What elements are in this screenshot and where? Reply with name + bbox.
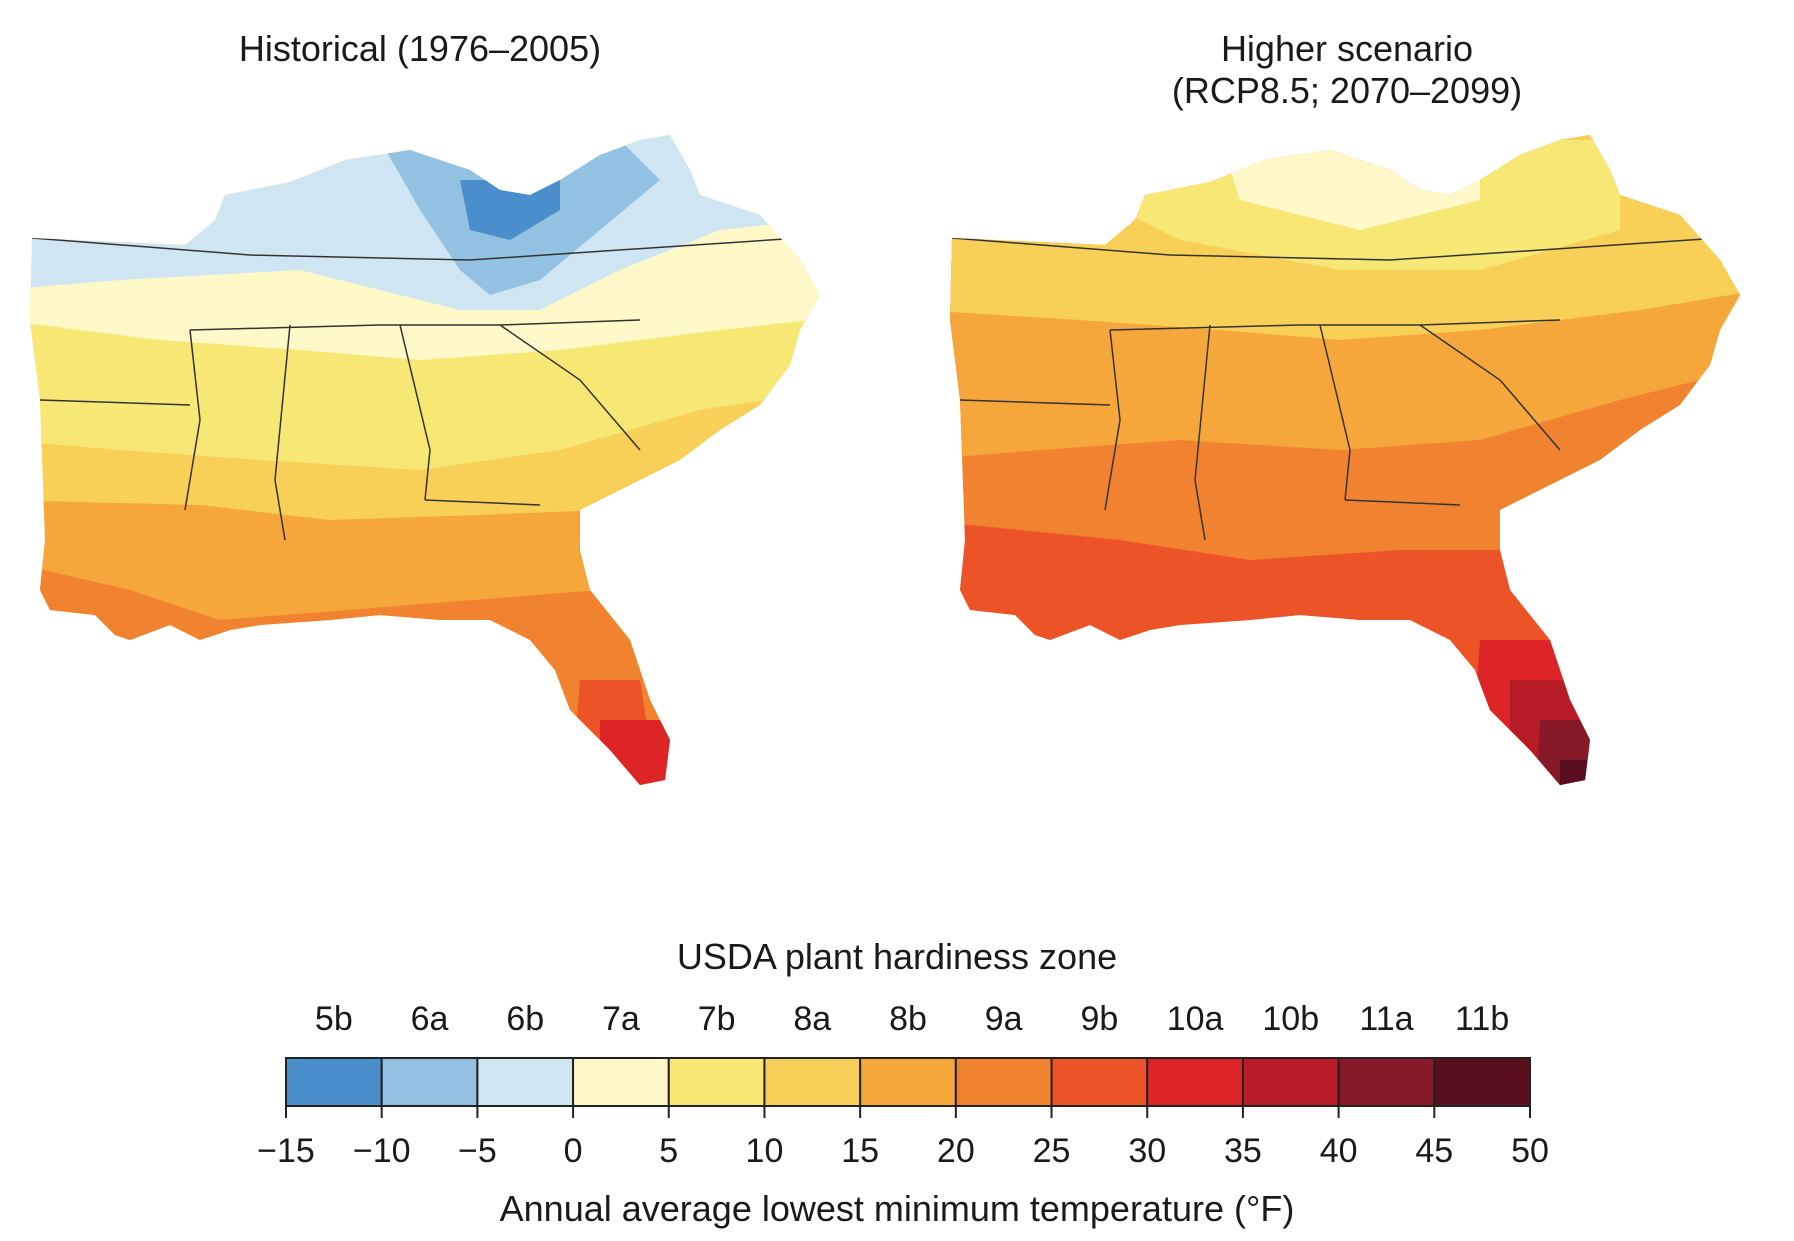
historical-hardiness-map [30,135,820,785]
temperature-tick-label: 35 [1224,1132,1262,1170]
hardiness-zone-legend: 5b 6a 6b 7a 7b 8a 8b 9a 9b 10a 10b 11a 11b −15 −10 −5 0 5… [257,1000,1549,1170]
zone-swatch-11b [1433,1057,1532,1107]
zone-swatch-8b [859,1057,957,1107]
zone-swatch-11a [1337,1057,1436,1107]
temperature-tick-label: −10 [353,1132,411,1170]
zone-label-7b: 7b [698,1000,736,1038]
zone-label-6b: 6b [506,1000,544,1038]
temperature-tick-label: 20 [937,1132,975,1170]
zone-swatch-6a [380,1057,479,1107]
zone-label-10a: 10a [1167,1000,1224,1038]
zone-swatch-7b [667,1057,766,1107]
temperature-tick-label: 5 [659,1132,678,1170]
zone-swatch-10a [1146,1057,1244,1107]
zone-swatch-10b [1241,1057,1340,1107]
zone-label-8a: 8a [793,1000,831,1038]
legend-axis-label: Annual average lowest minimum temperatur… [499,1188,1295,1229]
zone-swatch-5b [285,1057,383,1107]
zone-label-9a: 9a [985,1000,1023,1038]
zone-swatch-8a [763,1057,862,1107]
historical-panel-title: Historical (1976–2005) [238,28,602,69]
temperature-tick-label: 0 [564,1132,583,1170]
temperature-tick-label: 50 [1511,1132,1549,1170]
scenario-hardiness-map [950,135,1740,785]
temperature-tick-label: 30 [1128,1132,1166,1170]
legend-title: USDA plant hardiness zone [676,936,1118,977]
zone-swatch-7a [572,1057,670,1107]
zone-label-7a: 7a [602,1000,640,1038]
temperature-tick-label: 15 [841,1132,879,1170]
temperature-tick-label: −5 [458,1132,497,1170]
scenario-panel-title: Higher scenario (RCP8.5; 2070–2099) [1171,28,1523,111]
zone-swatch-6b [476,1057,575,1107]
zone-label-5b: 5b [315,1000,353,1038]
zone-label-11a: 11a [1359,1000,1413,1038]
temperature-tick-label: 40 [1320,1132,1358,1170]
temperature-tick-label: 45 [1415,1132,1453,1170]
zone-label-11b: 11b [1455,1000,1509,1038]
temperature-tick-label: 10 [746,1132,784,1170]
zone-label-8b: 8b [889,1000,927,1038]
zone-label-9b: 9b [1080,1000,1118,1038]
zone-label-10b: 10b [1262,1000,1319,1038]
zone-swatch-9a [954,1057,1053,1107]
zone-swatch-9b [1050,1057,1149,1107]
temperature-tick-label: 25 [1033,1132,1071,1170]
zone-label-6a: 6a [411,1000,449,1038]
temperature-tick-label: −15 [257,1132,315,1170]
